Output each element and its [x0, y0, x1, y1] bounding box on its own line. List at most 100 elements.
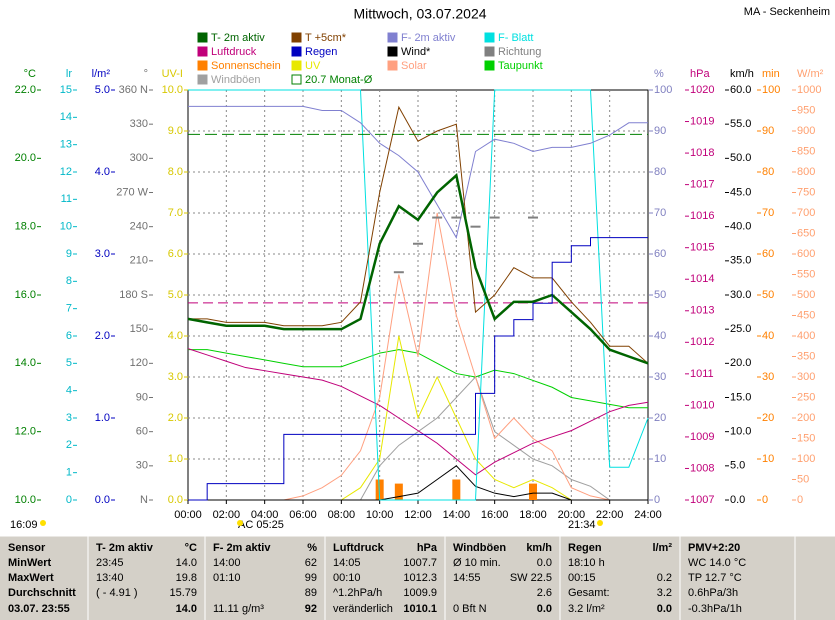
- legend-label: Regen: [305, 46, 337, 58]
- y-tick-label: 10: [762, 453, 774, 465]
- legend-swatch: [197, 60, 208, 71]
- legend-swatch: [197, 74, 208, 85]
- y-tick-label: 750: [797, 186, 815, 198]
- y-tick-label: 1000: [797, 84, 821, 96]
- legend-label: T- 2m aktiv: [211, 32, 265, 44]
- legend-swatch: [484, 60, 495, 71]
- y-tick-label: 5: [66, 357, 72, 369]
- x-tick-label: 20:00: [558, 509, 586, 521]
- legend-label: F- 2m aktiv: [401, 32, 456, 44]
- y-tick-label: 300: [130, 152, 148, 164]
- y-tick-label: 250: [797, 391, 815, 403]
- y-tick-label: 550: [797, 268, 815, 280]
- table-cell: Ø 10 min.: [453, 557, 501, 569]
- y-tick-label: 20.0: [730, 357, 751, 369]
- y-tick-label: 30.0: [730, 289, 751, 301]
- table-cell: MinWert: [8, 557, 52, 569]
- table-cell: TP 12.7 °C: [688, 572, 742, 584]
- y-tick-label: 5.0: [730, 460, 745, 472]
- direction-dot: [470, 225, 481, 228]
- table-cell: -0.3hPa/1h: [688, 603, 742, 615]
- y-tick-label: 100: [654, 84, 672, 96]
- axis-unit: %: [654, 68, 664, 80]
- table-cell: PMV+2:20: [688, 542, 740, 554]
- time-annotation: 16:09: [10, 519, 38, 531]
- y-tick-label: 120: [130, 357, 148, 369]
- table-cell: 3.2 l/m²: [568, 603, 605, 615]
- y-tick-label: 270 W: [116, 186, 148, 198]
- table-cell: %: [307, 542, 317, 554]
- y-tick-label: 650: [797, 227, 815, 239]
- y-tick-label: 12: [60, 166, 72, 178]
- y-tick-label: 14.0: [15, 357, 36, 369]
- y-tick-label: 8.0: [168, 166, 183, 178]
- table-cell: 19.8: [176, 572, 197, 584]
- table-cell: 18:10 h: [568, 557, 605, 569]
- y-tick-label: 240: [130, 221, 148, 233]
- table-background: [0, 536, 835, 620]
- table-cell: veränderlich: [333, 603, 393, 615]
- x-tick-label: 16:00: [481, 509, 509, 521]
- y-tick-label: 6.0: [168, 248, 183, 260]
- table-cell: T- 2m aktiv: [96, 542, 154, 554]
- y-tick-label: 200: [797, 412, 815, 424]
- y-tick-label: 12.0: [15, 426, 36, 438]
- direction-dot: [432, 216, 443, 219]
- y-tick-label: 22.0: [15, 84, 36, 96]
- y-tick-label: 1020: [690, 84, 714, 96]
- y-tick-label: 20: [654, 412, 666, 424]
- y-tick-label: 55.0: [730, 118, 751, 130]
- y-tick-label: 30: [762, 371, 774, 383]
- y-tick-label: 40.0: [730, 221, 751, 233]
- y-tick-label: 150: [797, 432, 815, 444]
- y-tick-label: 900: [797, 125, 815, 137]
- y-tick-label: 0.0: [168, 494, 183, 506]
- legend-label: F- Blatt: [498, 32, 533, 44]
- legend-label: Luftdruck: [211, 46, 257, 58]
- y-tick-label: 4.0: [95, 166, 110, 178]
- y-tick-label: 330: [130, 118, 148, 130]
- y-tick-label: 100: [762, 84, 780, 96]
- y-tick-label: 40: [762, 330, 774, 342]
- y-tick-label: 1008: [690, 462, 714, 474]
- y-tick-label: 1017: [690, 179, 714, 191]
- x-tick-label: 04:00: [251, 509, 279, 521]
- y-tick-label: 2: [66, 439, 72, 451]
- y-tick-label: 20.0: [15, 152, 36, 164]
- y-tick-label: 360 N: [119, 84, 148, 96]
- y-tick-label: 45.0: [730, 186, 751, 198]
- table-cell: 14.0: [176, 557, 197, 569]
- axis-unit: lr: [66, 68, 72, 80]
- table-cell: 0.0: [537, 557, 552, 569]
- y-tick-label: 50: [797, 473, 809, 485]
- direction-dot: [451, 216, 462, 219]
- legend-swatch: [387, 32, 398, 43]
- y-tick-label: 1.0: [95, 412, 110, 424]
- y-tick-label: 70: [762, 207, 774, 219]
- x-tick-label: 10:00: [366, 509, 394, 521]
- y-tick-label: 9.0: [168, 125, 183, 137]
- y-tick-label: 5.0: [95, 84, 110, 96]
- y-tick-label: 1: [66, 467, 72, 479]
- table-cell: 00:15: [568, 572, 596, 584]
- table-cell: ^1.2hPa/h: [333, 587, 382, 599]
- x-tick-label: 00:00: [174, 509, 202, 521]
- y-tick-label: 50: [762, 289, 774, 301]
- y-tick-label: 4: [66, 385, 72, 397]
- table-cell: 14:00: [213, 557, 241, 569]
- y-tick-label: 100: [797, 453, 815, 465]
- y-tick-label: 25.0: [730, 323, 751, 335]
- y-tick-label: 15: [60, 84, 72, 96]
- axis-unit: °C: [24, 68, 36, 80]
- table-cell: 01:10: [213, 572, 241, 584]
- sunshine-bar: [452, 479, 461, 500]
- legend-swatch: [197, 46, 208, 57]
- sun-icon: [40, 520, 46, 526]
- table-cell: 14:55: [453, 572, 481, 584]
- y-tick-label: 1010: [690, 399, 714, 411]
- y-tick-label: 1011: [690, 368, 714, 380]
- y-tick-label: 3: [66, 412, 72, 424]
- y-tick-label: N: [140, 494, 148, 506]
- y-tick-label: 0: [654, 494, 660, 506]
- x-tick-label: 12:00: [404, 509, 432, 521]
